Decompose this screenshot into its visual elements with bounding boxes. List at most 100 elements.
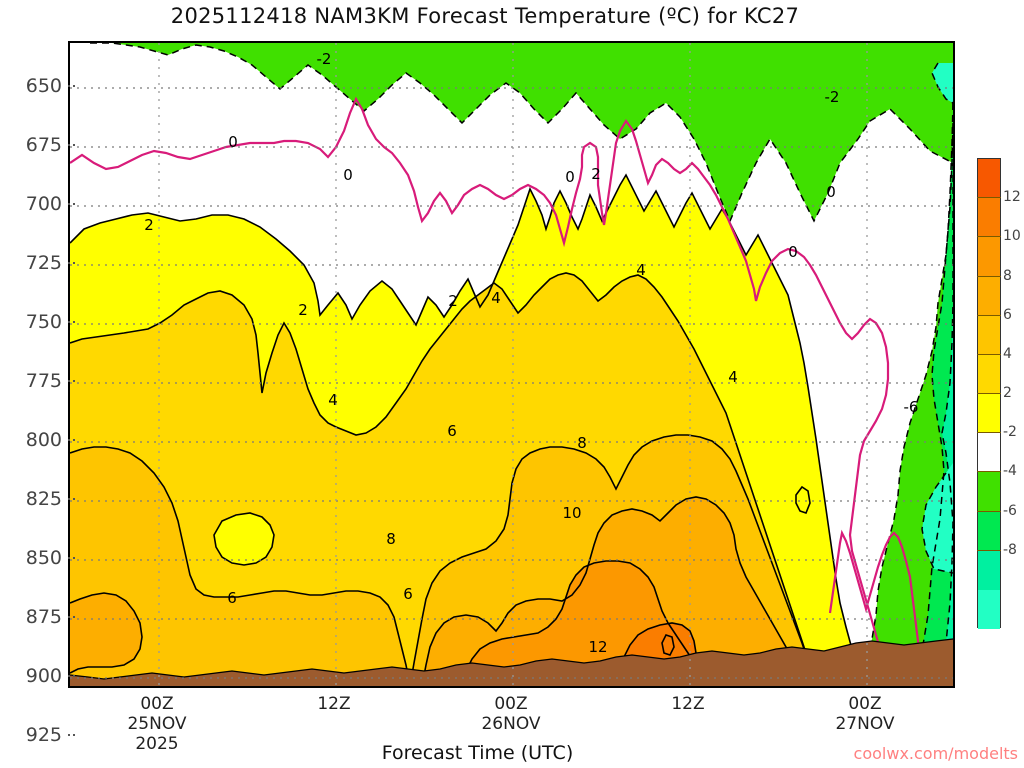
x-axis-label: 00Z 27NOV <box>835 694 894 734</box>
colorbar-tick-label: -6 <box>1003 502 1017 519</box>
svg-text:10: 10 <box>562 504 581 522</box>
y-axis-label: 775 <box>25 370 62 392</box>
svg-text:6: 6 <box>403 585 413 603</box>
freezing-level-line <box>70 96 925 686</box>
fill-neg2-top <box>70 43 953 221</box>
colorbar-tick-mark <box>977 314 1001 316</box>
y-axis: 650 675 700 725 750 775 800 825 850 875 900 925 <box>0 41 62 746</box>
x-axis-title: Forecast Time (UTC) <box>381 742 574 764</box>
x-axis-label: 12Z <box>317 694 350 714</box>
y-axis-tick <box>68 675 75 677</box>
colorbar <box>977 158 1001 629</box>
svg-text:-2: -2 <box>317 50 332 68</box>
colorbar-segment <box>978 354 1000 394</box>
grid-lines-vertical <box>158 43 868 686</box>
y-axis-tick <box>68 439 75 441</box>
colorbar-tick-label: 2 <box>1003 385 1012 401</box>
colorbar-segment <box>978 511 1000 551</box>
colorbar-tick-mark <box>977 432 1001 434</box>
y-axis-label: 700 <box>25 193 62 215</box>
colorbar-tick-label: -8 <box>1003 541 1017 558</box>
terrain-fill <box>70 639 953 686</box>
fill-8-10 <box>70 593 142 673</box>
colorbar-segment <box>978 315 1000 355</box>
svg-text:4: 4 <box>728 368 738 386</box>
y-axis-label: 725 <box>25 252 62 274</box>
svg-text:8: 8 <box>577 434 587 452</box>
y-axis-label: 875 <box>25 606 62 628</box>
x-axis-label: 00Z 25NOV 2025 <box>127 694 186 754</box>
contour-lines <box>70 173 865 686</box>
svg-text:0: 0 <box>826 183 836 201</box>
x-axis-date: 26NOV <box>481 714 541 734</box>
terrain-outline <box>70 638 953 680</box>
y-axis-tick <box>68 321 75 323</box>
colorbar-tick-label: 6 <box>1003 306 1012 323</box>
colorbar-segment <box>978 433 1000 473</box>
x-axis-time: 12Z <box>317 694 351 714</box>
fill-sliver-yellow <box>796 487 810 513</box>
svg-text:-6: -6 <box>904 398 919 416</box>
colorbar-tick-label: 8 <box>1003 267 1012 284</box>
colorbar-segment <box>978 589 1000 629</box>
colorbar-tick-mark <box>977 471 1001 473</box>
svg-text:12: 12 <box>588 638 607 656</box>
colorbar-segment <box>978 550 1000 590</box>
fill-island-yellow <box>214 513 274 565</box>
svg-text:0: 0 <box>788 243 798 261</box>
y-axis-tick <box>68 380 75 382</box>
svg-text:6: 6 <box>227 589 237 607</box>
y-axis-label: 650 <box>25 75 62 97</box>
y-axis-label: 900 <box>25 665 62 687</box>
svg-text:2: 2 <box>448 292 458 310</box>
svg-text:8: 8 <box>386 530 396 548</box>
temperature-cross-section-svg: -2 -2 0 0 0 2 0 2 0 4 2 2 4 4 4 -6 6 8 1… <box>70 43 953 686</box>
svg-text:-2: -2 <box>825 88 840 106</box>
svg-text:2: 2 <box>591 165 601 183</box>
page-title: 2025112418 NAM3KM Forecast Temperature (… <box>170 4 800 28</box>
y-axis-tick <box>68 203 75 205</box>
y-axis-label: 800 <box>25 429 62 451</box>
colorbar-tick-label: 4 <box>1003 345 1012 362</box>
colorbar-tick-label: 12 <box>1003 189 1021 206</box>
x-axis-label: 12Z <box>671 694 704 714</box>
fill-gt12-b <box>662 635 674 655</box>
svg-text:4: 4 <box>636 261 646 279</box>
fill-neg8 <box>932 63 953 103</box>
fill-6-8 <box>70 447 410 686</box>
svg-text:2: 2 <box>298 301 308 319</box>
colorbar-tick-mark <box>977 197 1001 199</box>
x-axis-time: 00Z <box>494 694 528 714</box>
y-axis-tick <box>68 85 75 87</box>
colorbar-tick-mark <box>977 236 1001 238</box>
y-axis-tick <box>68 498 75 500</box>
fill-neg8-mid <box>922 463 953 573</box>
colorbar-tick-mark <box>977 549 1001 551</box>
y-axis-label: 675 <box>25 134 62 156</box>
x-axis-time: 12Z <box>671 694 705 714</box>
x-axis-year: 2025 <box>135 734 179 754</box>
watermark: coolwx.com/modelts <box>853 744 1018 763</box>
y-axis-tick <box>68 616 75 618</box>
colorbar-tick-label: -4 <box>1003 463 1017 480</box>
colorbar-segment <box>978 472 1000 512</box>
colorbar-segment <box>978 159 1000 199</box>
x-axis-date: 25NOV <box>127 714 187 734</box>
x-axis-time: 00Z <box>140 694 174 714</box>
colorbar-tick-label: 10 <box>1003 228 1021 245</box>
colorbar-tick-label: -2 <box>1003 424 1017 441</box>
svg-text:4: 4 <box>328 391 338 409</box>
y-axis-label: 925 <box>25 724 62 746</box>
y-axis-tick <box>68 144 75 146</box>
svg-text:4: 4 <box>491 289 501 307</box>
colorbar-tick-mark <box>977 393 1001 394</box>
colorbar-segment <box>978 276 1000 316</box>
y-axis-tick <box>68 262 75 264</box>
colorbar-segment <box>978 198 1000 238</box>
svg-text:0: 0 <box>343 166 353 184</box>
svg-text:2: 2 <box>144 216 154 234</box>
negative-contour-lines <box>90 43 953 686</box>
colorbar-tick-mark <box>977 510 1001 512</box>
y-axis-tick <box>68 734 75 736</box>
colorbar-tick-mark <box>977 275 1001 277</box>
